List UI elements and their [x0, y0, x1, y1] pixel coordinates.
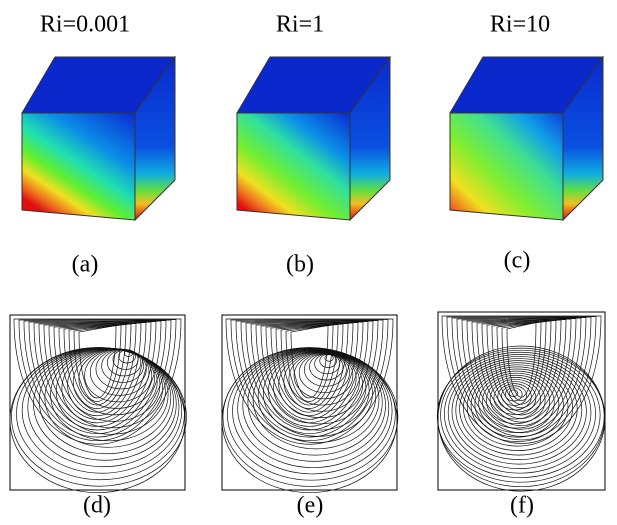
- streamline-panel: [222, 315, 398, 493]
- streamline-panel: [10, 315, 186, 493]
- panel-frame: [222, 315, 397, 490]
- panel-frame: [10, 315, 185, 490]
- cubes: [22, 57, 603, 220]
- title: Ri=0.001: [40, 12, 130, 38]
- panel-label: (c): [504, 248, 531, 274]
- streamlines: [10, 312, 605, 493]
- title: Ri=10: [490, 12, 550, 38]
- panel-label: (a): [72, 252, 99, 278]
- panel-label: (e): [297, 493, 324, 519]
- cube-front: [450, 113, 563, 220]
- panel-label: (b): [286, 252, 314, 278]
- figure: Ri=0.001 Ri=1 Ri=10 (a) (b) (c) (d) (e) …: [0, 0, 617, 525]
- title: Ri=1: [276, 12, 324, 38]
- panel-label: (d): [83, 493, 111, 519]
- cube: [450, 57, 603, 220]
- cube: [22, 57, 175, 220]
- cube-front: [22, 113, 135, 220]
- streamline-panel: [437, 312, 605, 491]
- cube: [237, 57, 390, 220]
- cube-front: [237, 113, 350, 220]
- panel-label: (f): [510, 493, 534, 519]
